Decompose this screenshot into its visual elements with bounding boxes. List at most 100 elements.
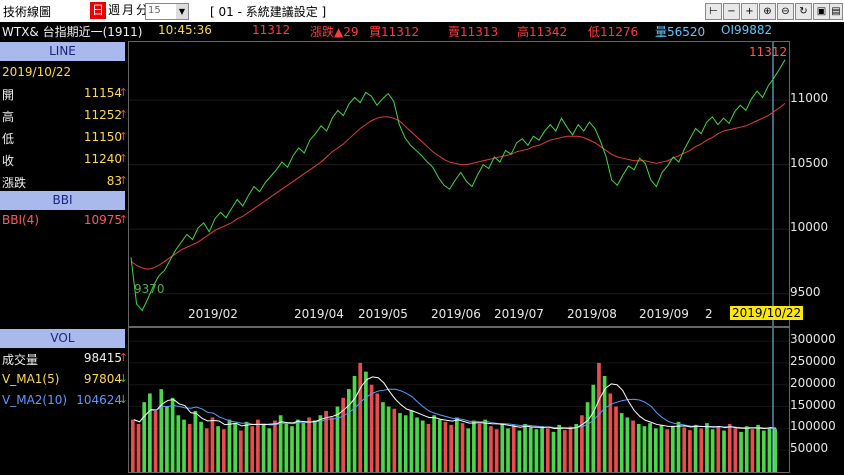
volume-bar [233, 424, 237, 472]
volume-bar [221, 429, 226, 472]
volume-bar [625, 417, 630, 472]
volume-bar [290, 426, 294, 472]
volume-bar [551, 431, 556, 472]
volume-bar [489, 426, 493, 472]
volume-bar [210, 417, 215, 472]
ohlc-row: 低 11150 ↑ [0, 128, 128, 148]
quote-symbol: WTX& 台指期近一(1911) [2, 25, 143, 39]
bbi-row: BBI(4) 10975 ↑ [0, 211, 128, 231]
volume-bar [540, 426, 544, 472]
volume-bar [659, 424, 664, 472]
time-tick-label: 2019/04 [294, 307, 344, 321]
pin-icon[interactable]: ⊢ [705, 3, 722, 20]
plus-icon[interactable]: + [741, 3, 758, 20]
time-tick-label: 2019/09 [639, 307, 689, 321]
volume-bar [568, 426, 573, 472]
volume-bar [341, 397, 345, 472]
volume-tick-label: 250000 [790, 353, 836, 368]
interval-select[interactable]: 15 ▼ [145, 3, 189, 20]
volume-bar [187, 424, 192, 472]
price-chart[interactable] [128, 41, 790, 327]
volume-bar [204, 428, 209, 472]
volume-bar [693, 424, 698, 472]
quote-change: 漲跌▲29 [310, 25, 359, 39]
volume-bar [710, 429, 715, 472]
volume-bar [733, 428, 738, 472]
timeframe-month-tab[interactable]: 月 [122, 3, 135, 17]
volume-tick-label: 150000 [790, 397, 836, 412]
volume-bar [631, 420, 635, 472]
volume-bar [528, 427, 533, 472]
volume-bar [369, 384, 374, 472]
volume-chart[interactable] [128, 327, 790, 473]
volume-bar [608, 393, 613, 472]
price-tick-label: 11000 [790, 91, 829, 106]
volume-bar [170, 397, 175, 472]
ohlc-label: 低 [2, 132, 15, 146]
timeframe-week-tab[interactable]: 週 [108, 3, 121, 17]
volume-bar [256, 419, 260, 472]
vol-value: 98415 [83, 351, 122, 365]
arrow-up-icon: ↑ [118, 108, 128, 121]
volume-bar [420, 420, 425, 472]
volume-bar [381, 402, 385, 472]
cursor-date-box: 2019/10/22 [730, 306, 804, 320]
volume-bar [597, 362, 601, 472]
volume-bar [585, 402, 590, 472]
volume-bar [261, 424, 266, 472]
volume-bar [165, 406, 169, 472]
quote-volume: 量56520 [655, 25, 706, 39]
volume-bar [580, 415, 584, 472]
high-annotation: 11312 [749, 45, 788, 59]
volume-bar [358, 362, 363, 472]
volume-bar [517, 430, 522, 472]
volume-bar [250, 426, 255, 472]
ohlc-value: 11154 [83, 86, 122, 100]
volume-bar [619, 413, 624, 472]
volume-tick-label: 200000 [790, 375, 836, 390]
volume-bar [563, 430, 567, 472]
volume-bar [716, 426, 721, 472]
vol-label: V_MA1(5) [2, 372, 60, 386]
volume-bar [460, 423, 465, 472]
volume-bar [688, 430, 692, 472]
time-tick-label: 2019/07 [494, 307, 544, 321]
volume-bar [307, 417, 311, 472]
volume-ma10-line [133, 388, 777, 429]
zoom-out-icon[interactable]: ⊖ [777, 3, 794, 20]
quote-bar: WTX& 台指期近一(1911) 10:45:36 11312 漲跌▲29 買1… [0, 22, 844, 40]
zoom-in-icon[interactable]: ⊕ [759, 3, 776, 20]
volume-bar [216, 426, 220, 472]
volume-bar [545, 428, 550, 472]
volume-bar [432, 415, 436, 472]
minus-icon[interactable]: − [723, 3, 740, 20]
settings-icon[interactable]: ▤ [829, 3, 843, 20]
price-tick-label: 10000 [790, 220, 829, 235]
volume-bar [392, 408, 397, 472]
volume-bar [398, 413, 402, 472]
quote-ask: 賣11313 [448, 25, 499, 39]
volume-bar [722, 430, 726, 472]
volume-bar [329, 417, 334, 472]
save-icon[interactable]: ▣ [813, 3, 830, 20]
ohlc-row: 高 11252 ↑ [0, 106, 128, 126]
settings-label[interactable]: [ 01 - 系統建議設定 ] [210, 5, 327, 19]
volume-bar [699, 428, 704, 472]
volume-bar [477, 424, 482, 472]
time-tick-label: 2019/02 [188, 307, 238, 321]
volume-bar [466, 428, 471, 472]
panel-date: 2019/10/22 [2, 65, 72, 79]
volume-bar [403, 415, 408, 472]
low-annotation: 9370 [134, 282, 165, 296]
volume-bar [648, 423, 652, 472]
refresh-icon[interactable]: ↻ [795, 3, 812, 20]
timeframe-day-tab[interactable]: 日 [90, 2, 107, 19]
volume-bar [324, 410, 328, 472]
volume-bar [273, 420, 277, 472]
line-header: LINE [0, 42, 125, 61]
volume-bar [301, 423, 306, 472]
ohlc-value: 11240 [83, 152, 122, 166]
volume-bar [727, 424, 732, 472]
vol-label: V_MA2(10) [2, 393, 68, 407]
volume-bar [443, 421, 448, 472]
